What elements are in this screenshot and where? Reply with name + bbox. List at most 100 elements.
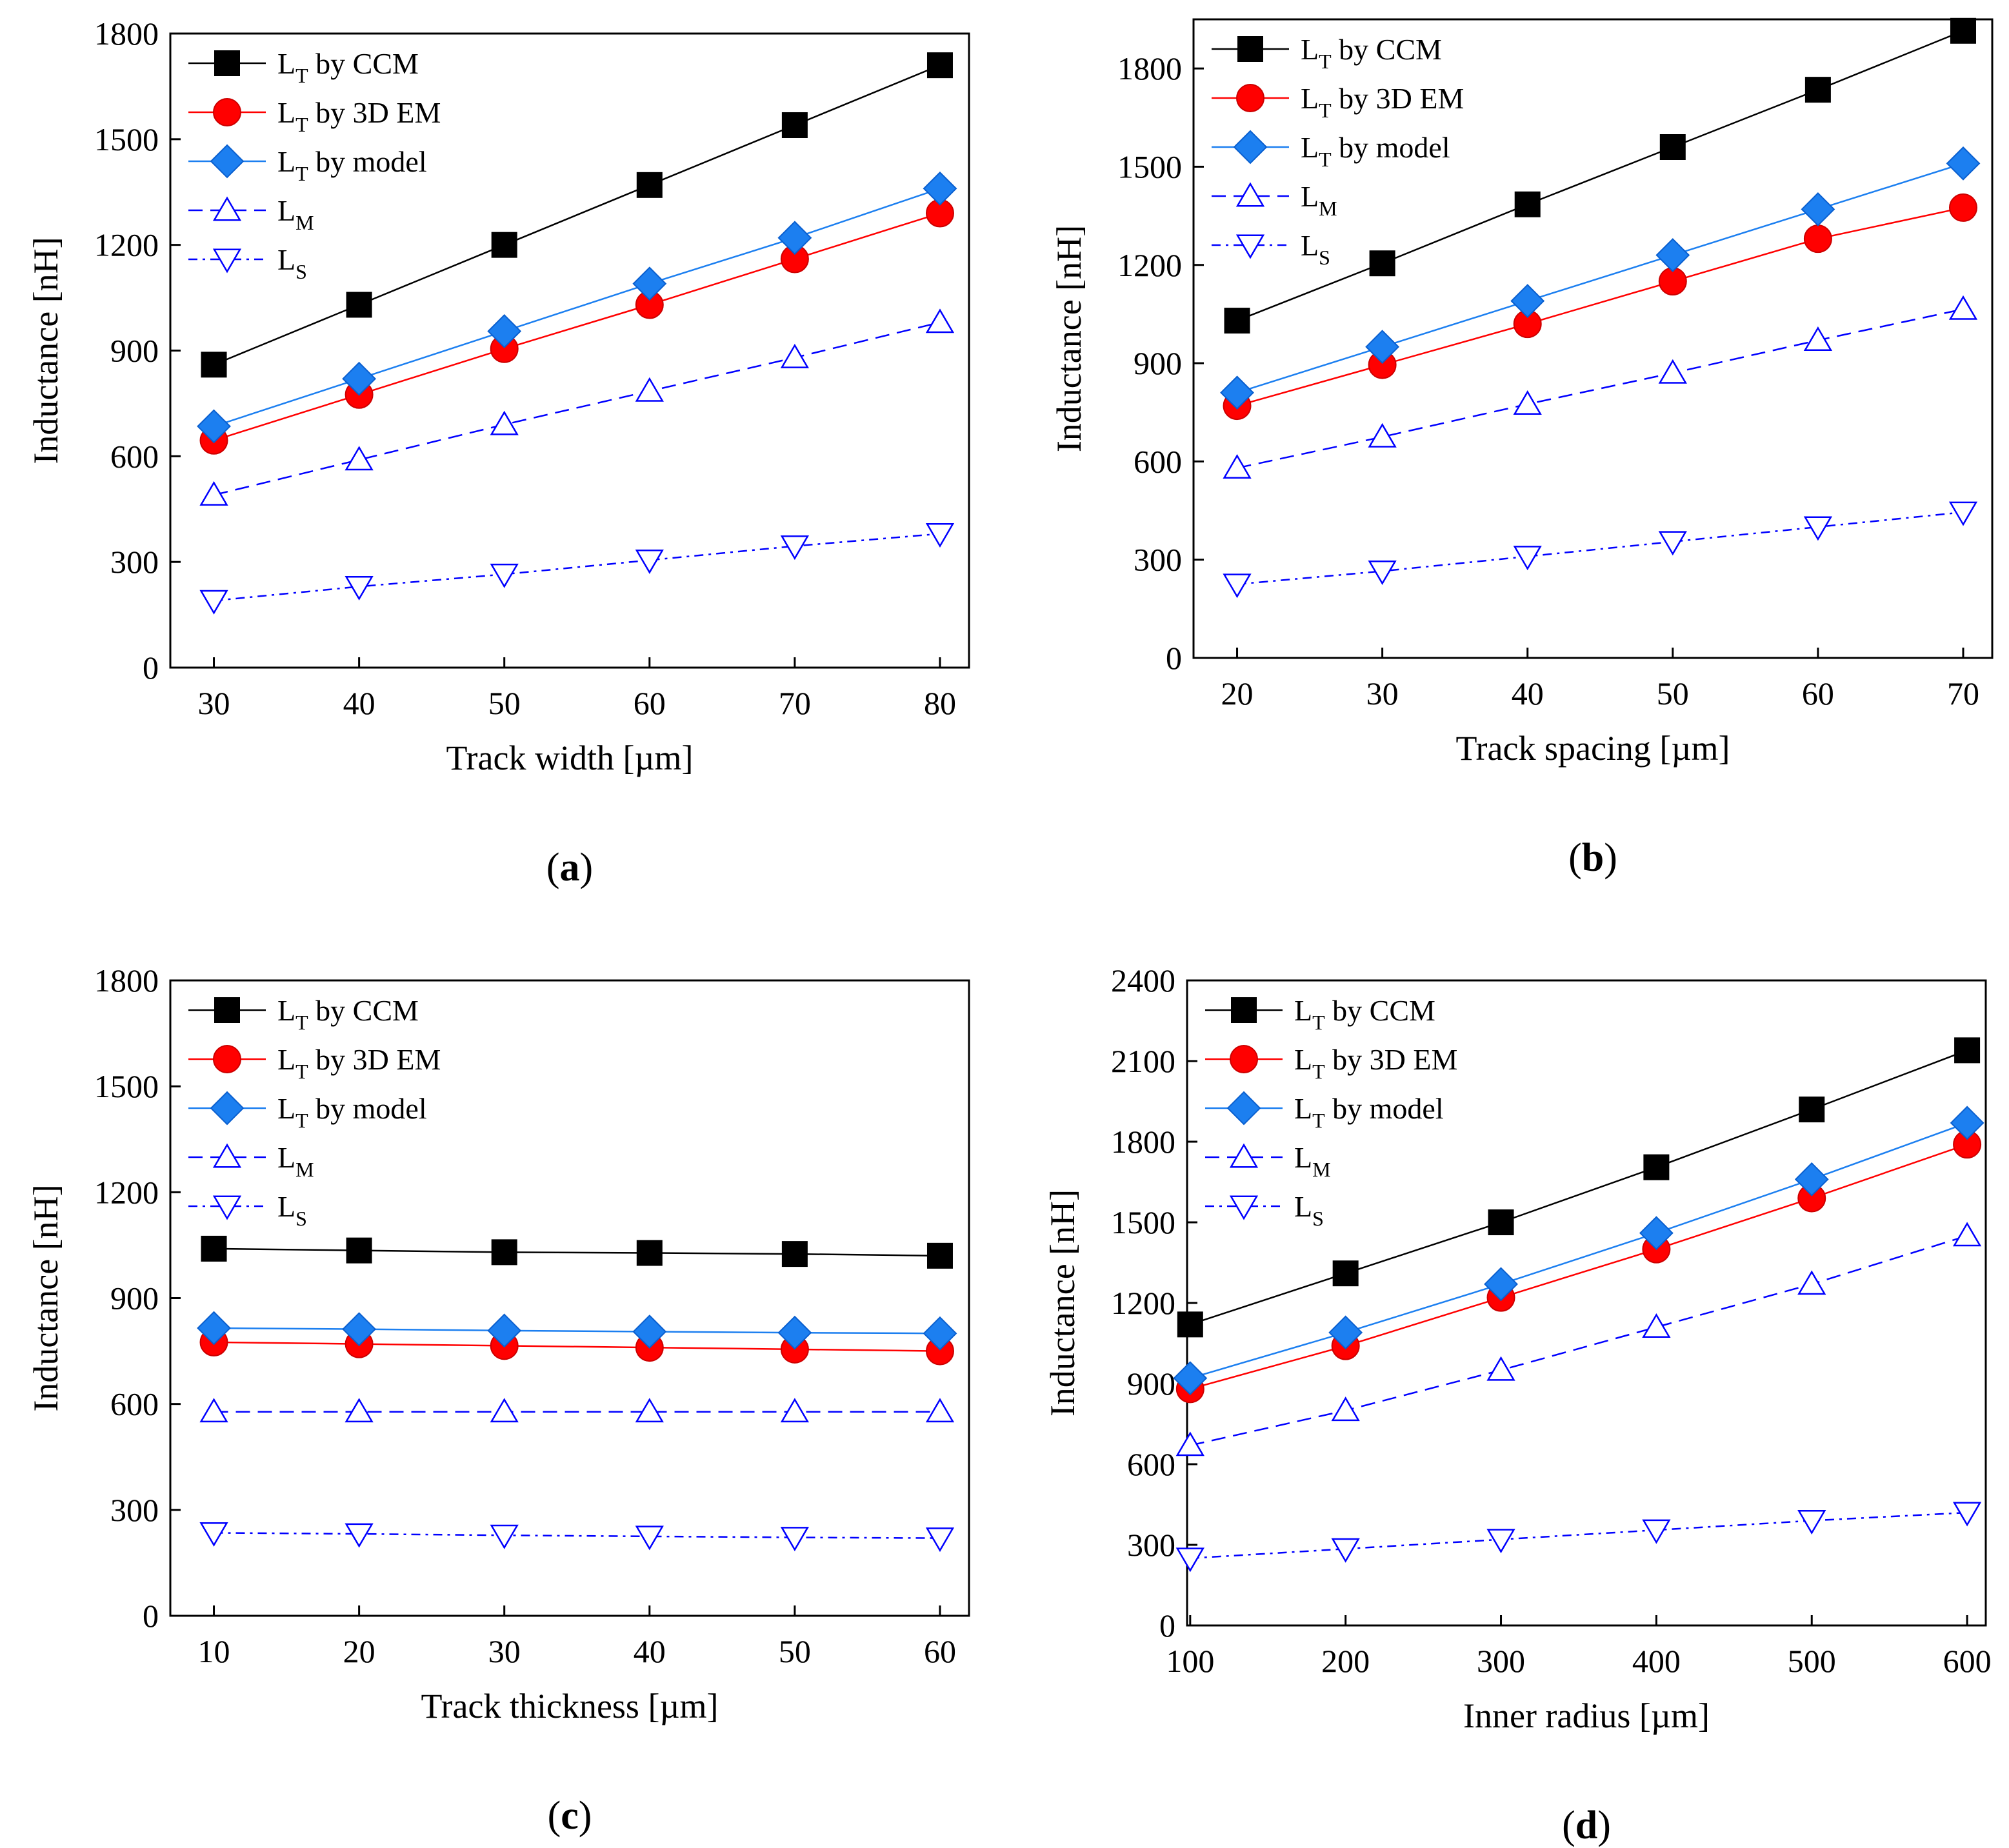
chart-a-series-4-point: [490, 563, 519, 588]
chart-a-legend-3-label: LM: [277, 194, 314, 234]
chart-a-series-4-line: [214, 533, 941, 602]
chart-b-series-3-point: [1368, 422, 1397, 448]
chart-d-xtick-label: 400: [1632, 1643, 1681, 1679]
chart-a-series-4-point: [199, 590, 228, 615]
chart-b-legend-0-label-rest: by CCM: [1332, 33, 1442, 66]
chart-a-legend-3-label-sub: M: [295, 211, 314, 234]
chart-c-series-0-point: [201, 1235, 227, 1262]
chart-b-series-2-point: [1655, 238, 1690, 272]
chart-a-xtick-label: 40: [343, 685, 375, 721]
chart-a-series-2-point: [197, 409, 231, 444]
chart-d-series-2-line: [1190, 1122, 1968, 1379]
chart-d-series-3-point: [1642, 1313, 1671, 1338]
chart-b-legend-2-label-main: L: [1301, 131, 1319, 164]
chart-d-legend-4-marker: [1229, 1195, 1259, 1220]
chart-b-series-4-point: [1658, 531, 1687, 556]
chart-b-series-0-point: [1804, 77, 1831, 103]
chart-b-series-0-point: [1514, 191, 1541, 217]
chart-b-legend-2-label: LT by model: [1301, 131, 1450, 171]
chart-c-series-0-point: [636, 1240, 663, 1266]
chart-b-legend-3-label-main: L: [1301, 180, 1319, 213]
chart-b-series-3-point: [1513, 390, 1542, 415]
chart-b-series-0-point: [1950, 17, 1976, 44]
chart-a-series-0-line: [214, 64, 941, 366]
chart-d-legend-3-label: LM: [1294, 1141, 1331, 1181]
chart-c-legend-2-marker: [210, 1091, 245, 1126]
chart-c-series-0-point: [346, 1237, 372, 1264]
chart-d-legend-1-label-rest: by 3D EM: [1325, 1043, 1458, 1076]
chart-a-ytick-label: 1200: [94, 227, 159, 263]
chart-c-legend-3-marker: [212, 1143, 242, 1168]
chart-c-series-0-point: [491, 1239, 517, 1266]
chart-d-legend-1-label: LT by 3D EM: [1294, 1043, 1457, 1083]
chart-b-x-axis-label: Track spacing [µm]: [1455, 729, 1730, 768]
chart-d-series-3-point: [1797, 1270, 1826, 1295]
chart-a: 0 300 600 900 1200 1500 1800 30 40 50 60 70 80 Track …: [26, 15, 970, 889]
chart-b-series-2-line: [1237, 163, 1964, 393]
chart-d-ytick-label: 1800: [1111, 1124, 1175, 1160]
chart-d-series-4-line: [1190, 1511, 1968, 1560]
chart-a-legend-0-label-main: L: [277, 47, 295, 80]
chart-c-series-4-point: [925, 1527, 955, 1553]
chart-d-series-2-point: [1950, 1106, 1984, 1140]
chart-d-legend-2-label-rest: by model: [1325, 1092, 1444, 1125]
chart-a-series-0-point: [346, 292, 372, 318]
chart-a-legend-2-label-sub: T: [295, 162, 308, 185]
chart-a-legend-1-label-rest: by 3D EM: [308, 96, 441, 129]
chart-d-legend-4-label-sub: S: [1312, 1207, 1324, 1230]
chart-c-legend-0-label: LT by CCM: [277, 994, 419, 1034]
chart-a-legend-4-marker: [212, 248, 242, 273]
chart-c-xtick-label: 50: [779, 1633, 811, 1669]
chart-d-legend-3-label-sub: M: [1312, 1158, 1330, 1181]
chart-d-series-2-point: [1173, 1361, 1208, 1396]
chart-b-legend-1-marker: [1236, 84, 1264, 112]
chart-d-legend-0-label-rest: by CCM: [1325, 994, 1435, 1027]
chart-d-series-0-point: [1332, 1260, 1359, 1287]
chart-a-series-0-point: [491, 232, 517, 258]
chart-d-x-axis-label: Inner radius [µm]: [1463, 1696, 1710, 1735]
chart-b-series-0-point: [1369, 250, 1395, 277]
chart-a-legend-1-marker: [213, 98, 241, 126]
chart-d-series-4-point: [1175, 1547, 1204, 1573]
chart-b-legend-4-label-sub: S: [1319, 246, 1330, 269]
chart-a-series-3-point: [490, 410, 519, 435]
chart-d-ytick-label: 300: [1127, 1527, 1175, 1563]
chart-a-caption-open: (: [546, 846, 560, 889]
chart-c-xtick-label: 20: [343, 1633, 375, 1669]
chart-a-xtick-label: 60: [634, 685, 666, 721]
chart-a-caption-close: ): [580, 846, 594, 889]
chart-b: 0 300 600 900 1200 1500 1800 20 30 40 50 60 70 Track …: [1050, 17, 1994, 880]
chart-a-legend-3-marker: [212, 196, 242, 221]
chart-c-series-4-point: [199, 1522, 228, 1547]
chart-b-legend-4-label-main: L: [1301, 229, 1319, 262]
chart-c-series-2-point: [197, 1311, 231, 1346]
chart-b-ytick-label: 0: [1166, 640, 1182, 676]
chart-b-series-1-point: [1948, 193, 1977, 222]
chart-c-series-2-point: [777, 1315, 812, 1350]
chart-b-ytick-label: 600: [1134, 443, 1182, 479]
chart-a-series-4-point: [635, 549, 664, 574]
chart-a-series-2-point: [923, 171, 957, 206]
chart-d-ytick-label: 900: [1127, 1366, 1175, 1402]
chart-a-legend-3-label-main: L: [277, 194, 295, 227]
chart-d-legend-3-marker: [1229, 1143, 1259, 1168]
chart-c-series-3-point: [925, 1398, 955, 1423]
chart-a-y-axis-label: Inductance [nH]: [26, 237, 65, 464]
chart-d-series-2-point: [1328, 1315, 1363, 1350]
chart-c-legend-4-marker: [212, 1195, 242, 1220]
chart-a-xtick-label: 30: [198, 685, 230, 721]
chart-b-plot-frame: [1192, 18, 1994, 659]
chart-d-ytick-label: 600: [1127, 1446, 1175, 1482]
chart-c-series-3-point: [345, 1398, 374, 1423]
chart-c-ytick-label: 1800: [94, 962, 159, 999]
chart-d-caption-open: (: [1562, 1803, 1575, 1847]
chart-c-series-2-point: [342, 1312, 377, 1347]
chart-d-series-4-point: [1331, 1538, 1360, 1563]
chart-c-legend-2-label: LT by model: [277, 1092, 427, 1132]
chart-d-series-1-line: [1190, 1143, 1968, 1390]
chart-a-legend-1-label-sub: T: [295, 113, 308, 136]
chart-d-ytick-label: 1200: [1111, 1285, 1175, 1321]
chart-c-legend-3-label-main: L: [277, 1141, 295, 1174]
chart-d-caption-letter: d: [1575, 1803, 1597, 1847]
chart-b-series-4-point: [1948, 501, 1978, 526]
